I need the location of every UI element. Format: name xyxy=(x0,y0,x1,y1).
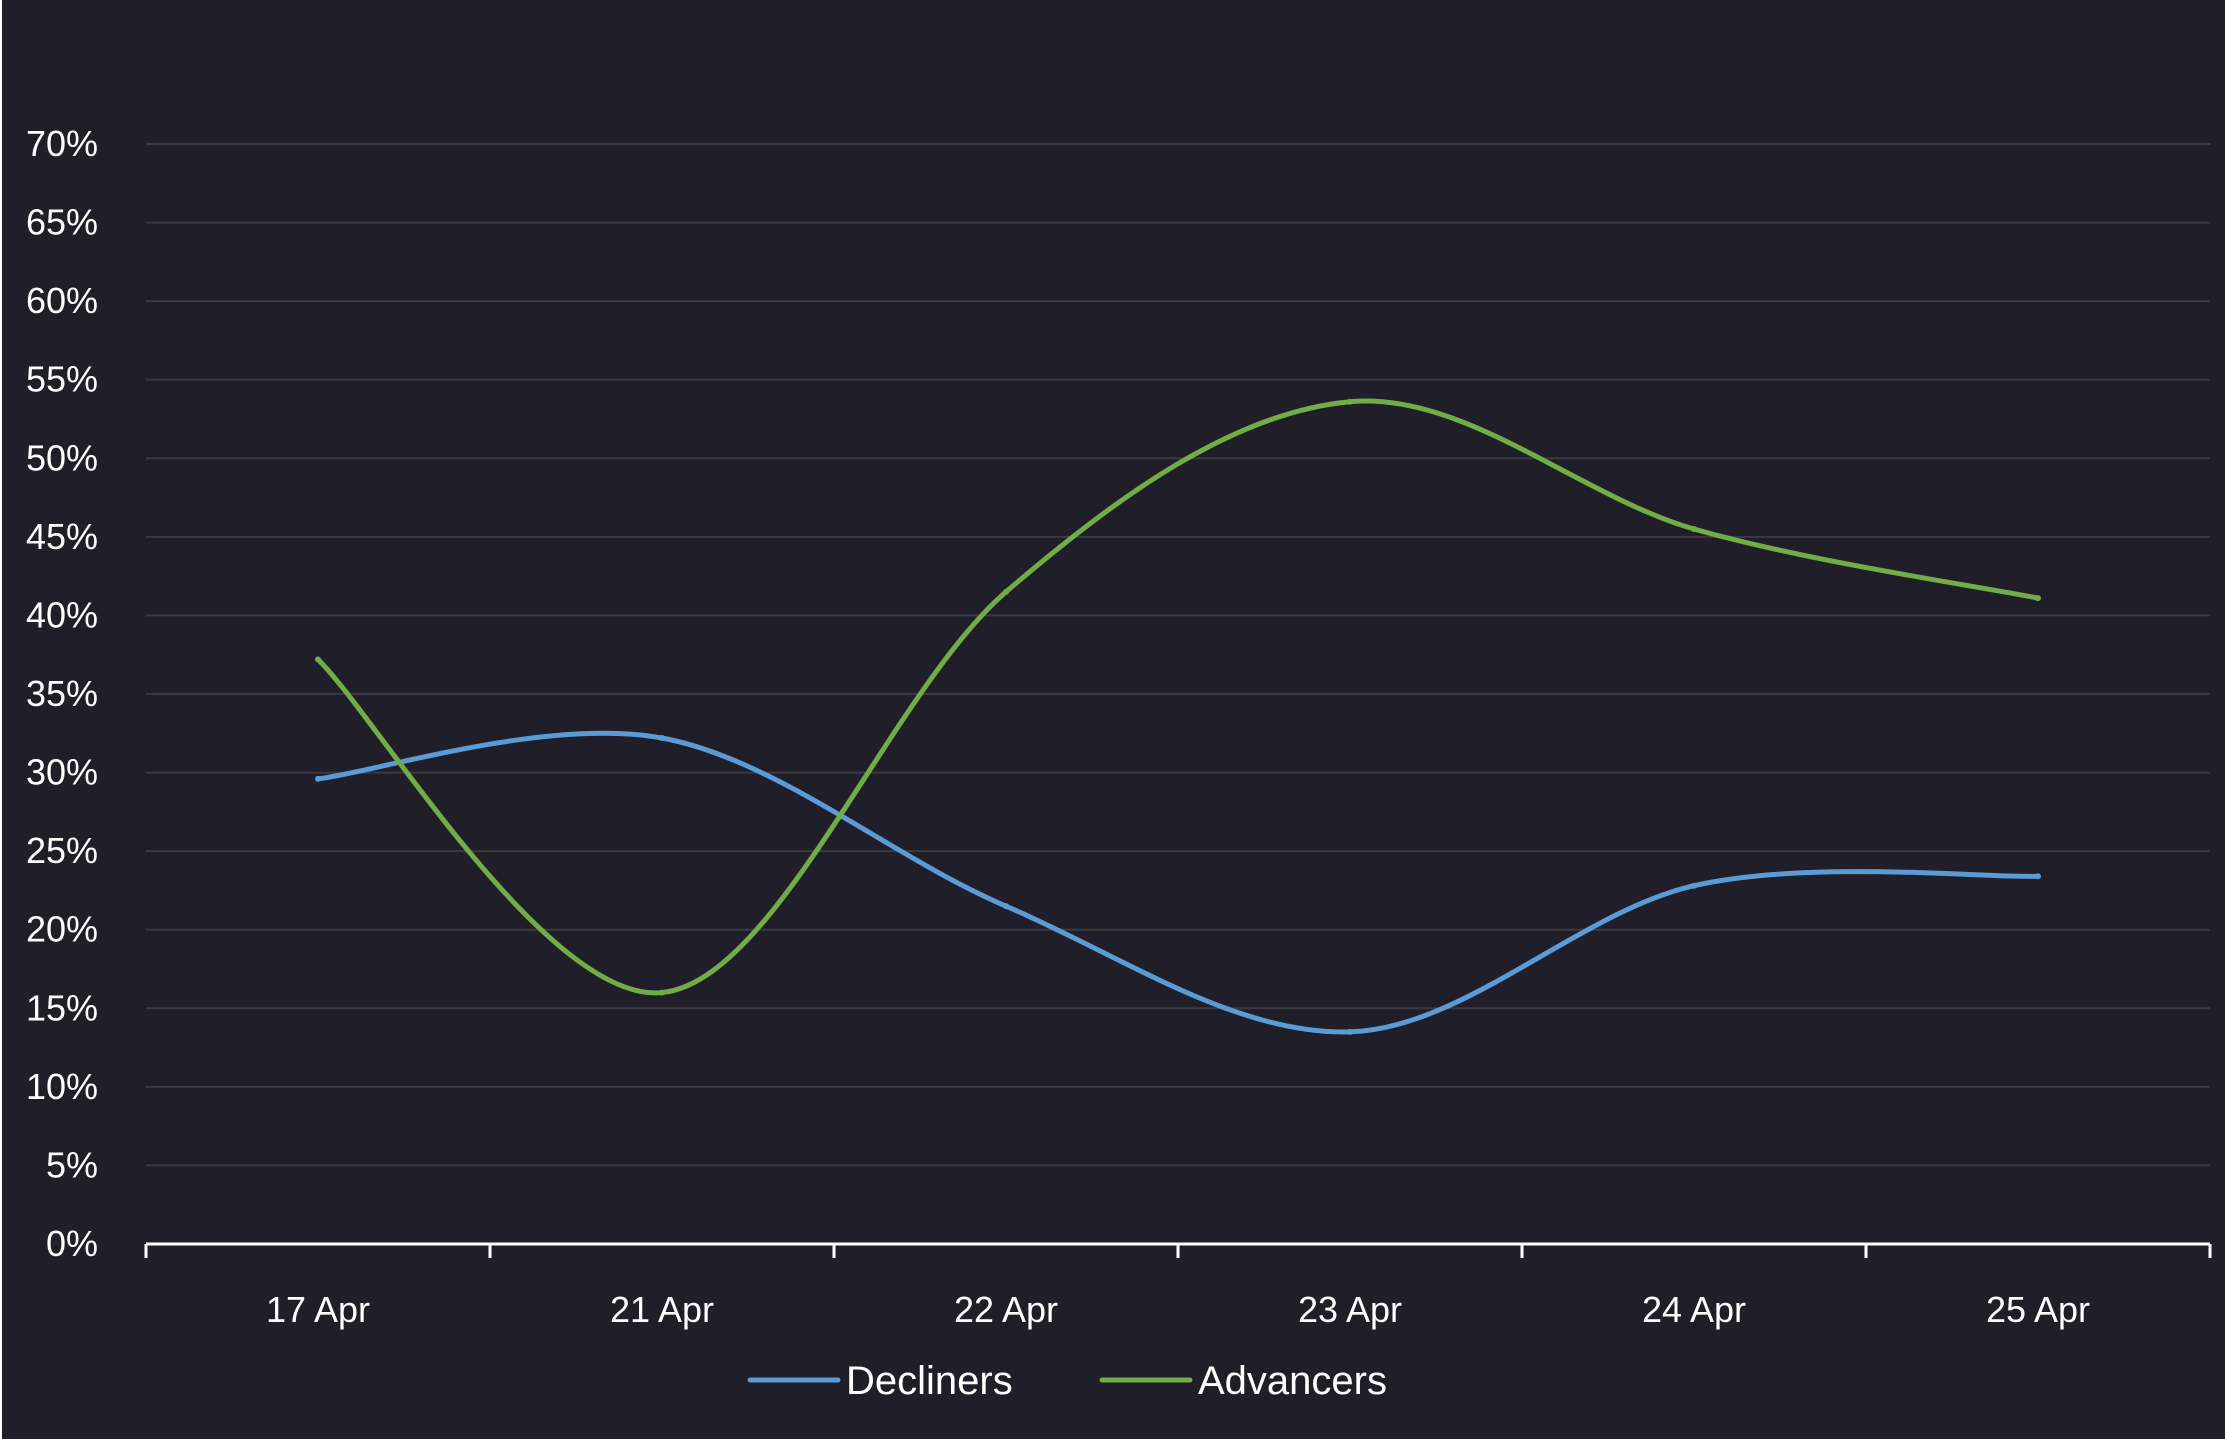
data-point-decliners[interactable] xyxy=(315,775,321,782)
data-point-decliners[interactable] xyxy=(2035,873,2041,880)
x-tick-label: 24 Apr xyxy=(1642,1289,1746,1330)
y-tick-label: 25% xyxy=(26,830,98,871)
x-axis: 17 Apr 21 Apr 22 Apr 23 Apr 24 Apr 25 Apr xyxy=(144,1242,2212,1330)
x-tick-label: 21 Apr xyxy=(610,1289,714,1330)
data-point-advancers[interactable] xyxy=(659,989,665,996)
x-tick-label: 25 Apr xyxy=(1986,1289,2090,1330)
data-point-advancers[interactable] xyxy=(315,656,321,663)
y-tick-label: 40% xyxy=(26,594,98,635)
y-tick-label: 15% xyxy=(26,987,98,1028)
y-tick-label: 20% xyxy=(26,909,98,950)
series-line-decliners xyxy=(315,730,2041,1035)
legend-label-advancers: Advancers xyxy=(1198,1359,1387,1403)
chart-left-border xyxy=(0,0,2,1439)
data-point-decliners[interactable] xyxy=(1003,903,1009,910)
data-point-decliners[interactable] xyxy=(1347,1028,1353,1035)
y-tick-label: 65% xyxy=(26,202,98,243)
series-line-advancers xyxy=(315,398,2041,996)
legend[interactable]: Decliners Advancers xyxy=(747,1359,1387,1403)
x-tick-label: 23 Apr xyxy=(1298,1289,1402,1330)
y-tick-label: 60% xyxy=(26,280,98,321)
y-tick-label: 0% xyxy=(46,1223,98,1264)
data-point-advancers[interactable] xyxy=(1347,398,1353,405)
x-tick-label: 17 Apr xyxy=(266,1289,370,1330)
data-point-advancers[interactable] xyxy=(1003,588,1009,595)
series-lines xyxy=(315,398,2041,1035)
legend-item-advancers[interactable]: Advancers xyxy=(1099,1359,1387,1403)
y-tick-label: 55% xyxy=(26,359,98,400)
legend-item-decliners[interactable]: Decliners xyxy=(747,1359,1013,1403)
y-tick-label: 5% xyxy=(46,1144,98,1185)
data-point-advancers[interactable] xyxy=(2035,595,2041,602)
y-tick-label: 35% xyxy=(26,673,98,714)
gridlines xyxy=(146,143,2210,1167)
y-tick-label: 50% xyxy=(26,437,98,478)
y-tick-label: 70% xyxy=(26,123,98,164)
y-tick-label: 45% xyxy=(26,516,98,557)
data-point-advancers[interactable] xyxy=(1691,526,1697,532)
y-tick-label: 30% xyxy=(26,752,98,793)
legend-label-decliners: Decliners xyxy=(846,1359,1013,1403)
data-point-decliners[interactable] xyxy=(1691,882,1697,889)
y-tick-label: 10% xyxy=(26,1066,98,1107)
data-point-decliners[interactable] xyxy=(659,735,665,741)
y-axis-tick-labels: 0% 5% 10% 15% 20% 25% 30% 35% 40% 45% 50% 55% 60% 65%… xyxy=(26,123,98,1264)
x-tick-label: 22 Apr xyxy=(954,1289,1058,1330)
